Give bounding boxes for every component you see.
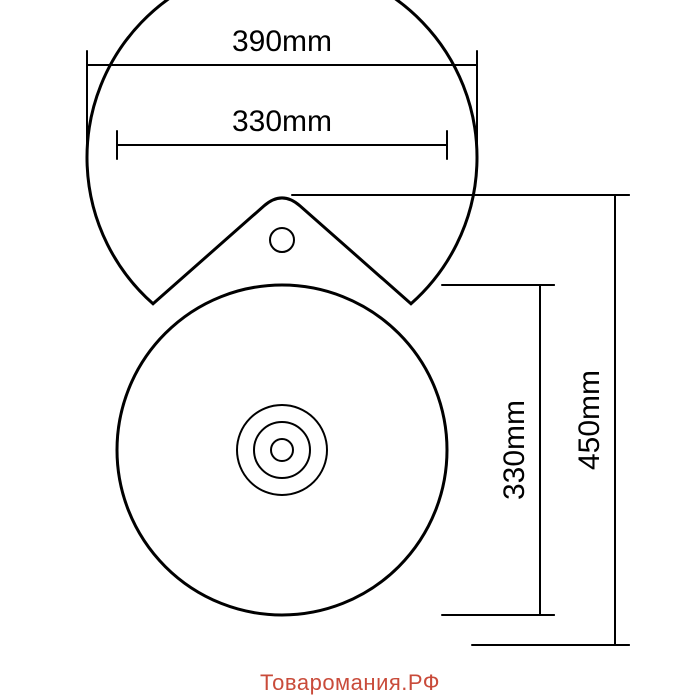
faucet-hole xyxy=(270,228,294,252)
sink-dimension-drawing: 390mm 330mm 330mm 450mm xyxy=(0,0,700,700)
dimension-label: 390mm xyxy=(232,25,332,58)
drain-ring-1 xyxy=(237,405,327,495)
sink-bowl-outline xyxy=(117,285,447,615)
dimension-label: 330mm xyxy=(232,105,332,138)
dimension-label: 330mm xyxy=(498,400,531,500)
drain-ring-2 xyxy=(254,422,310,478)
drain-ring-3 xyxy=(271,439,293,461)
dimension-label: 450mm xyxy=(573,370,606,470)
